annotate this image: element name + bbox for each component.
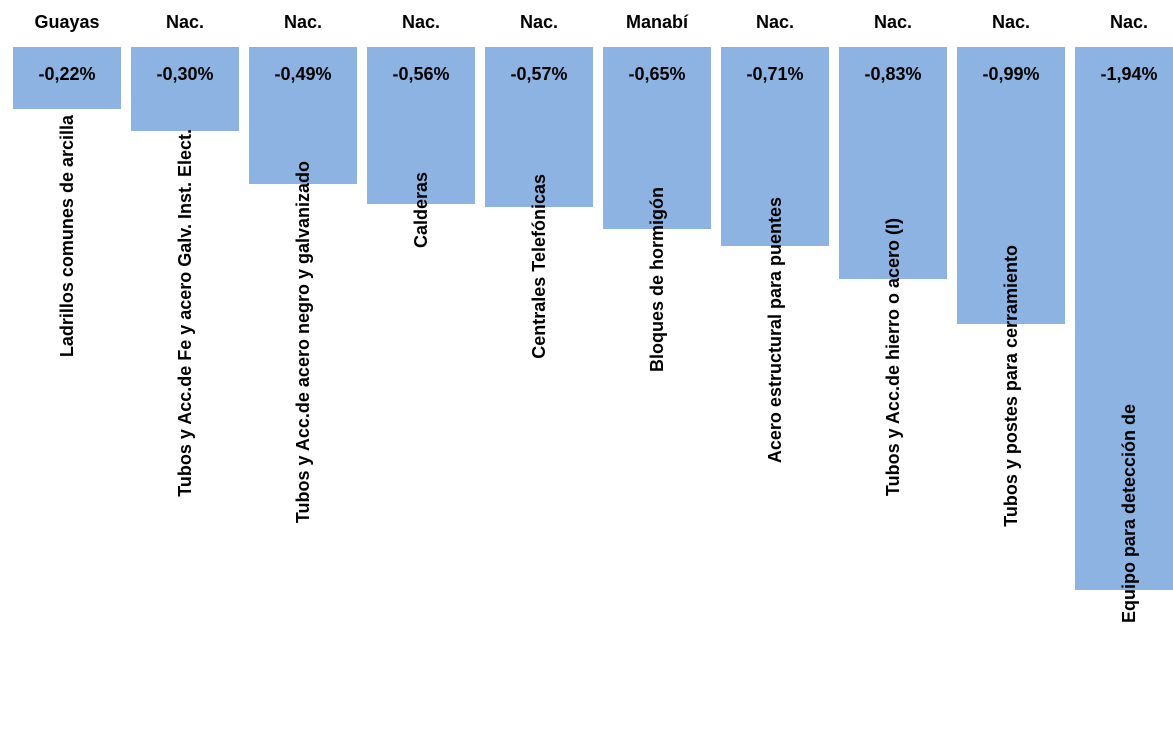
category-label: Tubos y Acc.de Fe y acero Galv. Inst. El… [175,128,195,497]
value-label: -0,83% [864,64,922,84]
category-label: Equipo para detección de [1119,404,1139,624]
region-label: Nac. [1110,12,1149,32]
bar [13,47,121,109]
region-label: Nac. [874,12,913,32]
region-label: Guayas [34,12,100,32]
value-label: -0,22% [38,64,96,84]
category-label: Tubos y Acc.de acero negro y galvanizado [293,160,313,523]
region-label: Nac. [284,12,323,32]
category-label: Tubos y postes para cerramiento [1001,244,1021,527]
value-label: -0,99% [982,64,1040,84]
category-label: Tubos y Acc.de hierro o acero (I) [883,217,903,496]
region-label: Nac. [402,12,441,32]
value-label: -0,71% [746,64,804,84]
region-label: Nac. [992,12,1031,32]
bar [957,47,1065,325]
value-label: -0,30% [156,64,214,84]
bar [1075,47,1173,591]
region-label: Manabí [626,12,689,32]
category-label: Acero estructural para puentes [765,197,785,464]
value-label: -0,56% [392,64,450,84]
bar [485,47,593,207]
value-label: -1,94% [1100,64,1158,84]
value-label: -0,65% [628,64,686,84]
category-label: Calderas [411,172,431,249]
region-label: Nac. [166,12,205,32]
bar [367,47,475,204]
category-label: Bloques de hormigón [647,187,667,373]
value-label: -0,57% [510,64,568,84]
region-label: Nac. [520,12,559,32]
category-label: Centrales Telefónicas [529,173,549,359]
bar [603,47,711,229]
category-label: Ladrillos comunes de arcilla [57,115,77,358]
bar [721,47,829,246]
bar [839,47,947,280]
value-label: -0,49% [274,64,332,84]
bar [249,47,357,185]
region-label: Nac. [756,12,795,32]
bar [131,47,239,131]
